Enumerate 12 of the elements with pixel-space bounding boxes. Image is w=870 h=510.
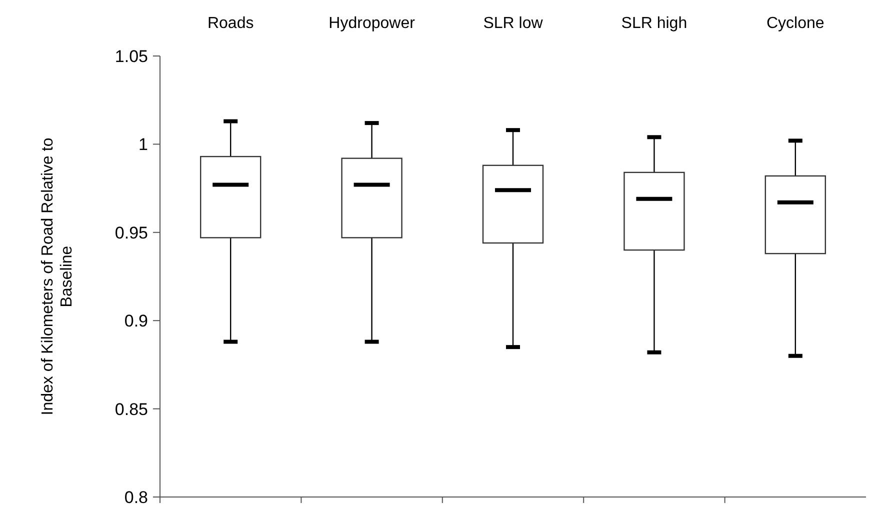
x-tick-label: SLR low	[483, 15, 544, 32]
y-tick-label: 0.9	[124, 312, 148, 331]
y-axis-title: Index of Kilometers of Road Relative to Baseline	[39, 138, 76, 416]
x-tick-label: SLR high	[621, 15, 688, 32]
y-tick-label: 0.8	[124, 488, 148, 507]
x-tick-label: Cyclone	[766, 15, 824, 32]
y-tick-label: 0.95	[114, 223, 148, 242]
y-tick-label: 1.05	[114, 46, 148, 66]
x-tick-label: Hydropower	[328, 15, 416, 32]
x-tick-label: Roads	[207, 15, 254, 32]
y-tick-label: 0.85	[114, 400, 148, 419]
y-tick-label: 1	[138, 135, 148, 154]
